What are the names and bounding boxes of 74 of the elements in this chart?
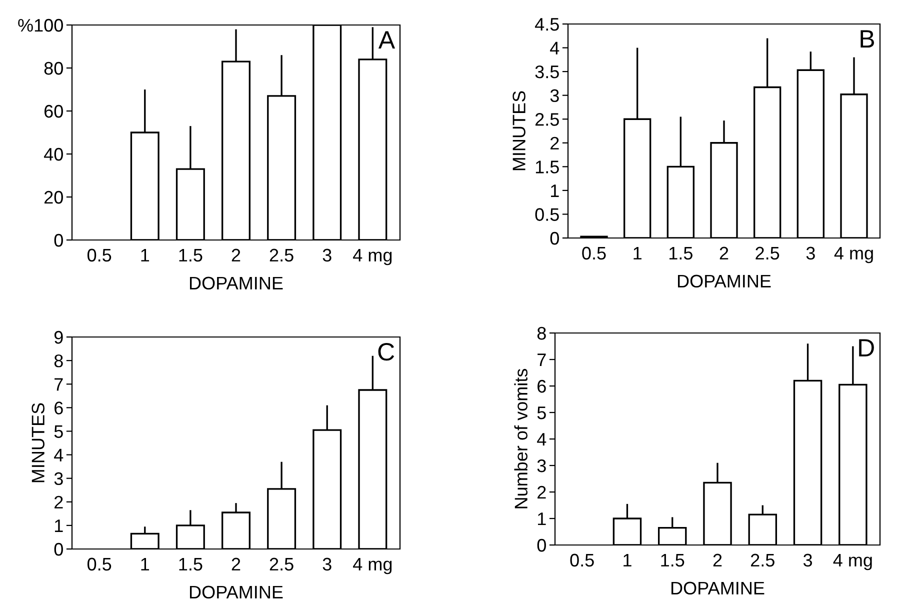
annotation: D — [859, 339, 874, 356]
x-tick-label: 2 — [713, 554, 722, 566]
y-tick-label: 4 — [537, 433, 546, 446]
y-tick-label: 8 — [537, 326, 546, 340]
x-tick-label: 1.5 — [179, 248, 202, 262]
y-tick-label: 2.5 — [535, 113, 559, 126]
y-tick-label: 6 — [54, 402, 63, 414]
x-tick-label: 2.5 — [270, 248, 294, 262]
y-tick-label: 20 — [44, 190, 63, 204]
y-axis-title: Number of vomits — [514, 368, 528, 508]
x-axis-title: DOPAMINE — [190, 276, 283, 290]
y-tick-label: 5 — [54, 425, 63, 438]
y-tick-label: 60 — [44, 104, 63, 118]
y-tick-label: 4 — [550, 42, 560, 54]
x-tick-label: 1.5 — [179, 558, 202, 571]
x-tick-label: 2.5 — [270, 558, 294, 571]
x-tick-label: 2.5 — [751, 554, 774, 567]
x-tick-label: 0.5 — [87, 248, 112, 262]
y-tick-label: 4 — [54, 448, 64, 462]
y-tick-label: 3 — [550, 89, 559, 102]
x-tick-label: 3 — [803, 554, 812, 567]
x-axis-title: DOPAMINE — [678, 274, 771, 288]
x-tick-label: 1 — [141, 248, 150, 262]
y-tick-label: 80 — [44, 62, 63, 75]
x-tick-label: 2 — [720, 246, 728, 260]
y-tick-label: 3.5 — [535, 65, 559, 78]
annotation: C — [378, 342, 394, 361]
x-tick-label: 1.5 — [661, 554, 684, 567]
y-tick-label: 6 — [538, 380, 546, 393]
x-axis-title: DOPAMINE — [671, 582, 764, 595]
y-tick-label: 4.5 — [534, 18, 559, 31]
x-tick-label: 1 — [624, 554, 632, 566]
x-tick-label: 1.5 — [669, 246, 692, 260]
x-tick-label: 3 — [322, 248, 332, 262]
y-tick-label: 8 — [54, 354, 63, 368]
y-tick-label: 0.5 — [535, 208, 559, 221]
x-tick-label: 3 — [322, 558, 332, 571]
x-tick-label: 2 — [232, 248, 240, 262]
y-tick-label: 7 — [538, 354, 546, 366]
y-tick-label: 1 — [538, 512, 546, 526]
y-axis-title: MINUTES — [512, 91, 526, 170]
x-tick-label: 4 mg — [834, 246, 873, 264]
x-tick-label: 2.5 — [756, 246, 780, 260]
y-tick-label: 2 — [538, 486, 546, 499]
y-tick-label: 0 — [54, 234, 63, 247]
y-tick-label: 1 — [55, 520, 63, 532]
y-tick-label: 1.5 — [536, 160, 559, 174]
x-tick-label: 4 mg — [353, 558, 392, 574]
x-tick-label: 0.5 — [87, 558, 112, 571]
x-axis-title: DOPAMINE — [190, 586, 283, 599]
y-tick-label: 1 — [551, 184, 559, 197]
y-tick-label: 5 — [537, 406, 546, 420]
annotation: B — [860, 30, 874, 48]
annotation: A — [378, 31, 396, 48]
y-tick-label: %100 — [18, 18, 63, 32]
y-tick-label: 2 — [550, 136, 559, 150]
y-tick-label: 7 — [54, 378, 63, 391]
y-tick-label: 2 — [54, 496, 63, 508]
y-axis-title: MINUTES — [32, 403, 44, 482]
y-tick-label: 0 — [550, 232, 559, 245]
x-tick-label: 4 mg — [833, 554, 872, 570]
y-tick-label: 3 — [54, 472, 63, 486]
y-tick-label: 0 — [54, 542, 63, 556]
y-tick-label: 40 — [44, 148, 63, 161]
y-tick-label: 0 — [537, 538, 546, 552]
x-tick-label: 2 — [232, 558, 240, 570]
x-tick-label: 3 — [806, 246, 815, 260]
x-tick-label: 0.5 — [570, 554, 594, 567]
x-tick-label: 1 — [141, 558, 150, 570]
x-tick-label: 1 — [634, 246, 642, 260]
y-tick-label: 9 — [54, 330, 63, 344]
x-tick-label: 0.5 — [582, 246, 606, 260]
y-tick-label: 3 — [537, 459, 546, 472]
x-tick-label: 4 mg — [353, 248, 392, 266]
